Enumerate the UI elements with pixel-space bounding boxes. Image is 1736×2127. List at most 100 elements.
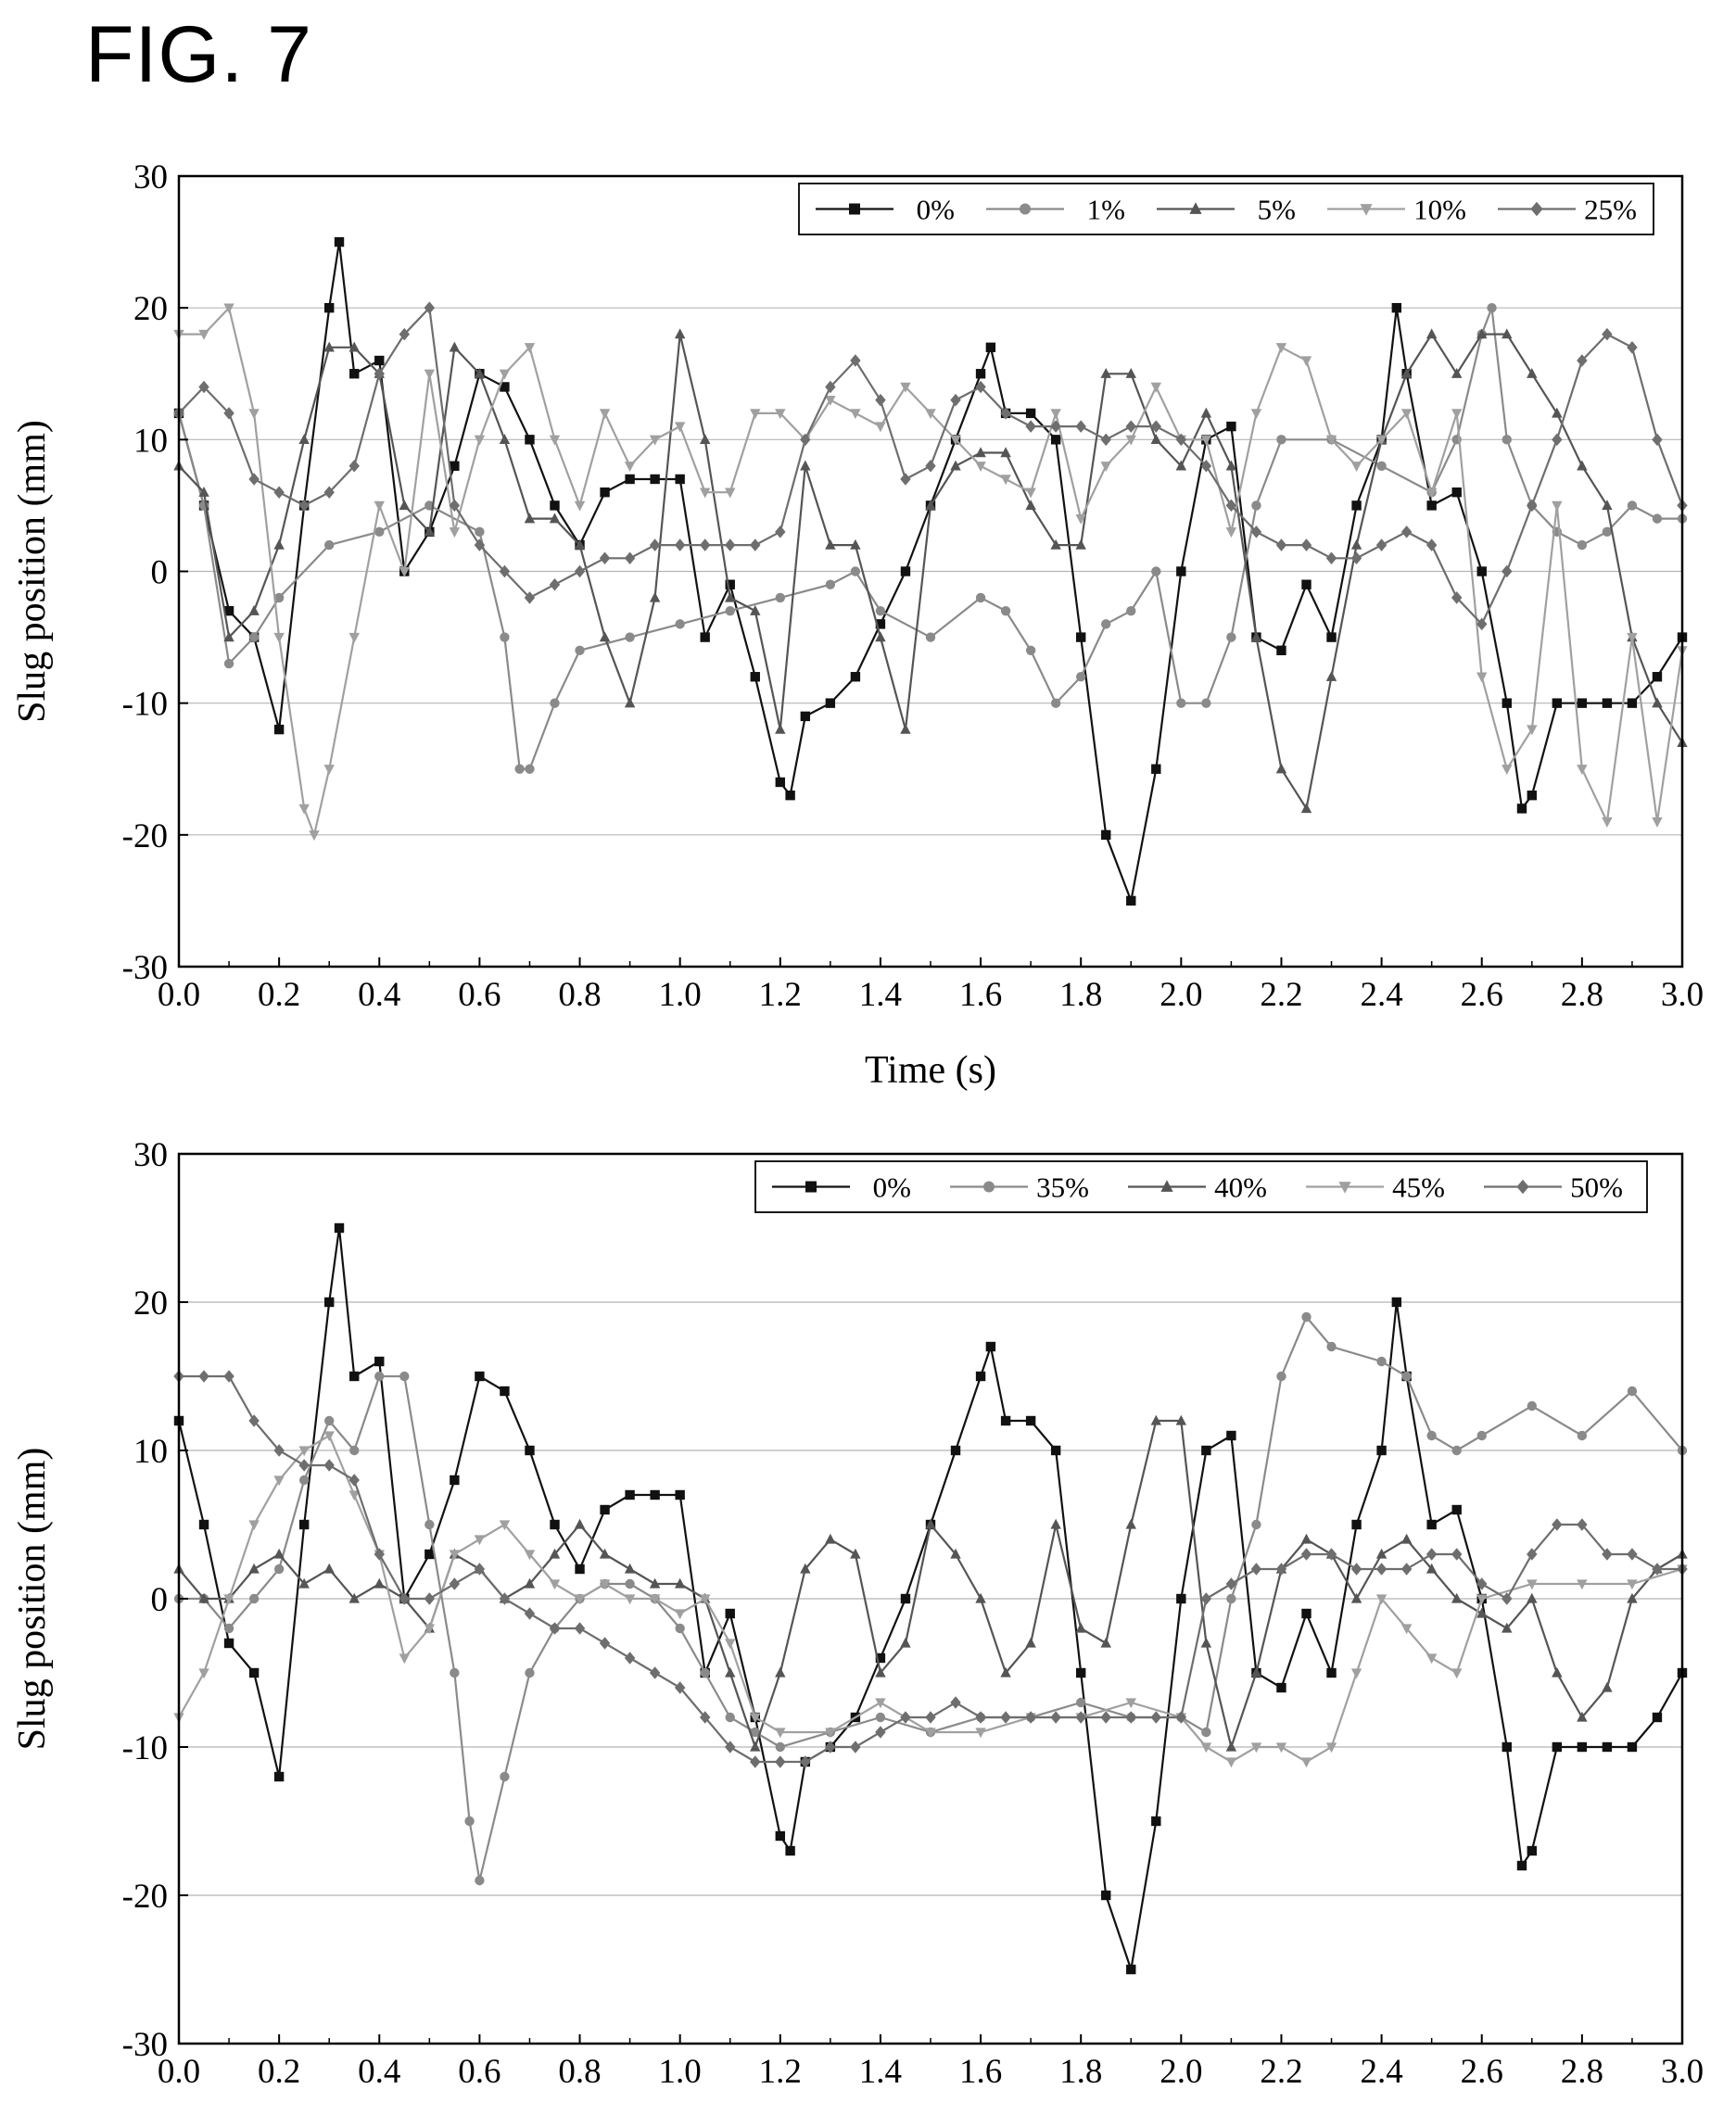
x-tick-label: 0.8: [558, 976, 601, 1014]
data-point: [750, 1713, 761, 1724]
y-tick-label: -20: [122, 817, 168, 855]
legend-marker: [1530, 201, 1543, 217]
data-point: [298, 1459, 310, 1472]
data-point: [850, 1548, 861, 1559]
data-point: [449, 1550, 461, 1561]
legend-item: 5%: [1157, 194, 1296, 226]
data-point: [474, 1535, 486, 1546]
data-point: [775, 1666, 786, 1678]
data-point: [323, 1563, 335, 1574]
data-point: [1476, 1607, 1488, 1618]
x-tick-label: 0.0: [158, 976, 200, 1014]
data-point: [625, 474, 635, 485]
series-35pct: [173, 1311, 1688, 1886]
legend-marker: [1338, 1182, 1351, 1194]
data-point: [248, 409, 260, 420]
data-point: [223, 1594, 234, 1605]
data-point: [1075, 420, 1086, 433]
legend-item: 45%: [1306, 1171, 1445, 1204]
data-point: [549, 1579, 561, 1590]
data-point: [248, 604, 260, 615]
data-point: [198, 486, 209, 497]
data-point: [1602, 817, 1613, 828]
data-point: [1376, 1356, 1387, 1367]
legend-label: 45%: [1392, 1171, 1445, 1204]
data-point: [1050, 409, 1061, 420]
series-0pct: [173, 236, 1688, 906]
data-point: [925, 1518, 936, 1529]
data-point: [850, 566, 861, 576]
data-point: [298, 1475, 310, 1486]
series-line: [179, 305, 1684, 839]
data-point: [1175, 1711, 1187, 1724]
data-point: [324, 539, 335, 551]
data-point: [1426, 1430, 1437, 1441]
data-point: [1125, 1518, 1136, 1529]
data-point: [223, 303, 234, 314]
data-point: [925, 1728, 936, 1739]
data-point: [825, 396, 836, 406]
data-point: [1577, 1711, 1588, 1722]
data-point: [1400, 409, 1413, 420]
legend-label: 50%: [1570, 1171, 1623, 1204]
data-point: [1375, 1594, 1388, 1605]
data-point: [775, 592, 785, 603]
data-point: [1126, 1964, 1136, 1975]
data-point: [1250, 1563, 1262, 1576]
data-point: [1326, 1667, 1337, 1678]
data-point: [1200, 1637, 1212, 1648]
data-point: [574, 538, 586, 550]
data-point: [450, 461, 460, 471]
data-point: [1075, 513, 1086, 525]
data-point: [424, 525, 436, 537]
y-tick-label: -10: [122, 1729, 168, 1767]
data-point: [624, 551, 636, 565]
data-point: [1652, 672, 1663, 682]
y-tick-label: 30: [133, 158, 168, 196]
x-tick-label: 1.0: [659, 976, 702, 1014]
data-point: [1400, 1563, 1413, 1576]
data-point: [599, 631, 611, 642]
data-point: [374, 500, 385, 512]
data-point: [750, 409, 761, 420]
y-tick-label: 0: [151, 554, 169, 592]
data-point: [1476, 617, 1488, 631]
data-point: [399, 500, 411, 511]
data-point: [1275, 343, 1287, 354]
data-point: [1652, 513, 1663, 524]
series-line: [178, 1419, 1683, 1751]
data-point: [1391, 302, 1402, 313]
data-point: [348, 632, 360, 643]
data-point: [248, 1520, 260, 1531]
data-point: [323, 1459, 335, 1472]
data-point: [334, 236, 345, 247]
y-tick-label: -10: [122, 686, 168, 724]
x-tick-label: 1.6: [959, 2053, 1002, 2091]
data-point: [524, 1577, 536, 1589]
data-point: [374, 1356, 385, 1367]
data-point: [700, 1667, 710, 1678]
data-point: [1516, 804, 1527, 814]
data-point: [825, 698, 836, 708]
data-point: [850, 672, 861, 682]
data-point: [399, 566, 411, 577]
legend-item: 35%: [950, 1171, 1089, 1204]
data-point: [399, 1592, 411, 1605]
data-point: [1100, 462, 1111, 473]
data-point: [750, 1727, 760, 1738]
data-point: [324, 1297, 335, 1308]
data-point: [1151, 1816, 1161, 1827]
data-point: [1151, 764, 1161, 774]
data-point: [825, 579, 836, 589]
data-point: [699, 1711, 711, 1724]
legend-marker: [1020, 203, 1031, 215]
data-point: [1476, 1594, 1488, 1605]
data-point: [1050, 698, 1061, 708]
y-tick-label: -30: [122, 949, 168, 987]
y-tick-label: 0: [151, 1581, 169, 1619]
data-point: [223, 1638, 234, 1649]
data-point: [900, 473, 911, 486]
data-point: [1577, 765, 1588, 775]
data-point: [800, 711, 811, 722]
data-point: [925, 1711, 936, 1724]
